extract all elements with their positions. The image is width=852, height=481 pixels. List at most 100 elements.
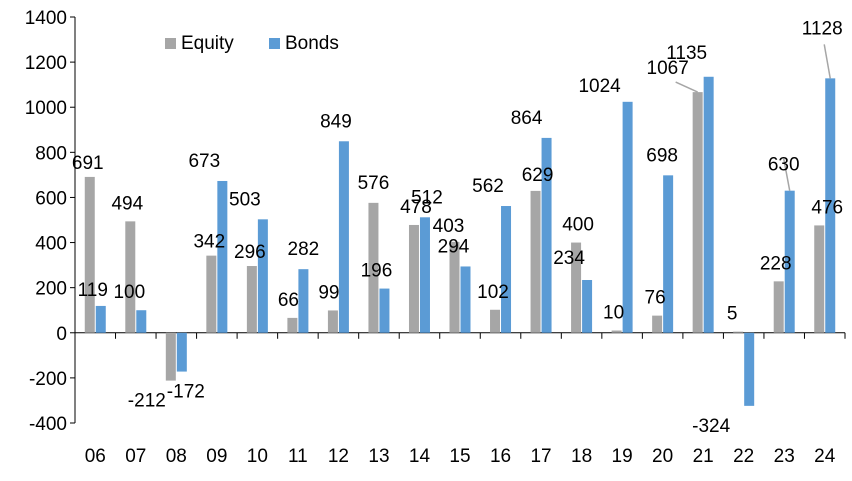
bars [84, 76, 836, 406]
x-tick-label: 22 [733, 446, 754, 467]
x-tick-label: 09 [206, 446, 227, 467]
bonds-bar [825, 78, 836, 333]
bonds-bar [338, 141, 349, 333]
bonds-bar [582, 279, 593, 333]
equity-bar [206, 255, 217, 333]
bonds-bar [176, 332, 187, 372]
equity-value-label: 494 [111, 193, 143, 214]
bonds-value-label: 512 [411, 187, 443, 208]
bonds-value-label: -324 [692, 416, 730, 437]
x-tick-label: 16 [490, 446, 511, 467]
bonds-bar [501, 206, 512, 333]
bonds-bar [379, 288, 390, 333]
bonds-value-label: 849 [320, 111, 352, 132]
equity-value-label: 342 [193, 232, 225, 253]
equity-value-label: 691 [72, 153, 104, 174]
bonds-value-label: 630 [768, 155, 800, 176]
bonds-bar [419, 217, 430, 333]
y-tick-label: 800 [35, 143, 67, 164]
bonds-value-label: 503 [229, 189, 261, 210]
x-tick-label: 08 [166, 446, 187, 467]
equity-bar [327, 310, 338, 333]
x-tick-label: 18 [571, 446, 592, 467]
equity-bar [368, 202, 379, 333]
bonds-value-label: 1024 [578, 76, 621, 97]
y-tick-label: 1400 [25, 8, 67, 29]
x-tick-label: 06 [85, 446, 106, 467]
equity-bar [773, 281, 784, 333]
bonds-value-label: 294 [438, 236, 470, 257]
y-tick-label: -400 [29, 414, 67, 435]
bonds-value-label: 119 [78, 280, 108, 301]
equity-bar [571, 242, 582, 333]
legend: Equity Bonds [165, 33, 339, 54]
y-tick-label: 600 [35, 188, 67, 209]
y-tick-label: 400 [35, 234, 67, 255]
legend-label-bonds: Bonds [285, 33, 339, 54]
equity-bar [652, 315, 663, 333]
bonds-value-label: 673 [188, 151, 220, 172]
x-tick-label: 20 [652, 446, 673, 467]
equity-value-label: 66 [278, 290, 299, 311]
y-tick-label: -200 [29, 369, 67, 390]
bonds-bar [663, 175, 674, 333]
x-tick-label: 21 [693, 446, 714, 467]
equity-bar [449, 241, 460, 333]
legend-label-equity: Equity [181, 33, 234, 54]
leader-line [675, 81, 698, 93]
equity-value-label: 400 [562, 215, 594, 236]
equity-bar [125, 221, 136, 333]
bonds-value-label: 282 [288, 239, 320, 260]
x-tick-label: 11 [288, 446, 308, 467]
equity-value-label: 576 [358, 173, 390, 194]
bonds-value-label: 100 [113, 282, 145, 303]
equity-value-label: 629 [522, 165, 554, 186]
bonds-value-label: 562 [472, 176, 504, 197]
x-tick-label: 17 [530, 446, 551, 467]
bonds-bar [460, 266, 471, 333]
equity-bar [287, 317, 298, 333]
equity-value-label: 228 [760, 253, 792, 274]
bonds-bar [298, 269, 309, 333]
equity-value-label: 5 [727, 304, 738, 325]
bonds-bar [95, 305, 106, 333]
y-tick-label: 1200 [25, 53, 67, 74]
axes: -400 -200 0 200 400 600 800 1000 1200 1400 06 07 08 0… [25, 8, 846, 467]
equity-bar [611, 330, 622, 333]
bonds-bar [217, 180, 228, 333]
x-tick-label: 12 [328, 446, 349, 467]
x-tick-label: 23 [774, 446, 795, 467]
x-tick-label: 10 [247, 446, 268, 467]
equity-value-label: 1067 [647, 58, 689, 79]
equity-value-label: 476 [811, 197, 843, 218]
equity-value-label: 99 [318, 282, 339, 303]
equity-value-label: 478 [400, 197, 432, 218]
equity-bar [84, 176, 95, 333]
y-tick-label: 200 [35, 279, 67, 300]
x-tick-label: 24 [814, 446, 836, 467]
x-tick-label: 15 [449, 446, 470, 467]
bonds-bar [257, 219, 268, 333]
data-labels: 691 119 494 100 -212 -172 342 673 296 503 66 282 99 8… [72, 18, 843, 437]
equity-value-label: -212 [128, 391, 166, 412]
equity-bar [490, 309, 501, 333]
bonds-value-label: 1128 [802, 18, 843, 39]
equity-bar [733, 331, 744, 333]
bonds-bar [744, 332, 755, 406]
y-tick-label: 1000 [25, 98, 67, 119]
equity-bar [814, 225, 825, 333]
bonds-value-label: 1135 [666, 43, 707, 64]
bonds-bar [622, 101, 633, 333]
equity-value-label: 76 [645, 288, 666, 309]
equity-value-label: 296 [234, 242, 266, 263]
bonds-bar [136, 310, 147, 333]
x-tick-label: 14 [409, 446, 431, 467]
leader-lines [675, 44, 831, 191]
equity-value-label: 10 [603, 303, 624, 324]
leader-line [823, 44, 831, 79]
bonds-bar [541, 137, 552, 333]
equity-bar [692, 92, 703, 333]
legend-swatch-bonds [269, 38, 280, 49]
